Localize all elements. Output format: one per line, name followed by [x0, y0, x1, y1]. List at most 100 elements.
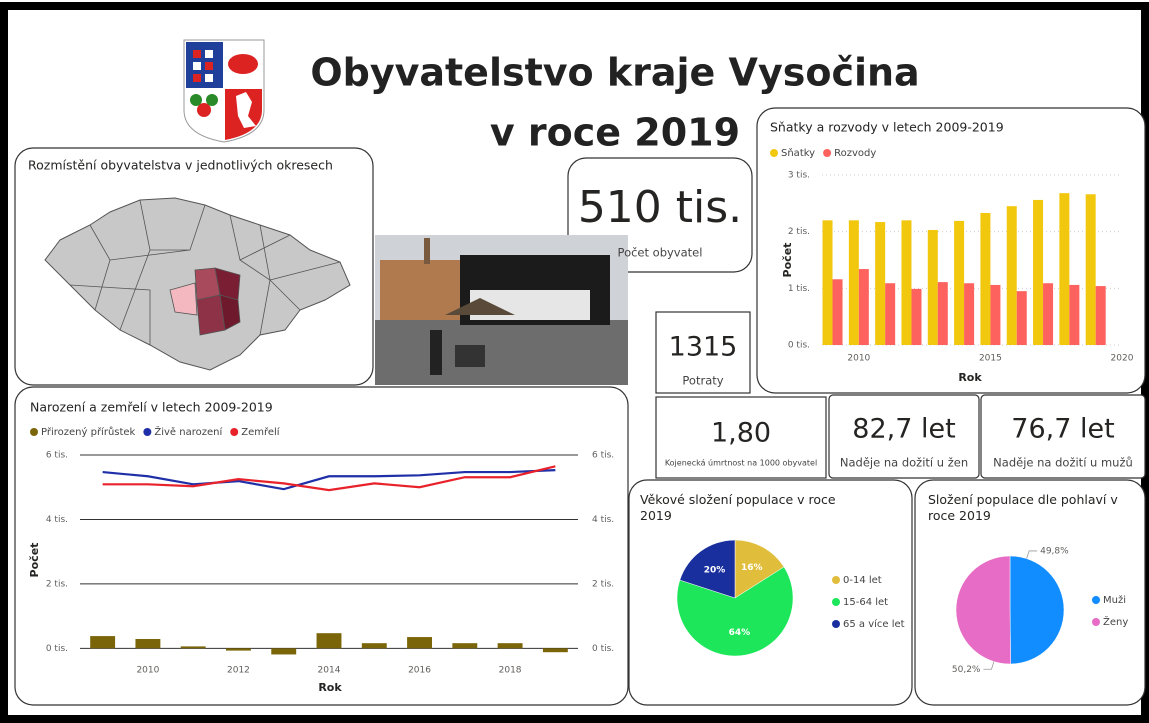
legend-label: 0-14 let	[843, 575, 882, 586]
x-tick-label: 2012	[227, 666, 250, 676]
legend-marker	[823, 149, 832, 157]
photo	[375, 235, 628, 385]
legend-marker	[1092, 618, 1100, 626]
y2-tick-label: 2 tis.	[592, 579, 614, 589]
bar	[1095, 286, 1106, 345]
bar	[901, 220, 912, 345]
data-label: 64%	[729, 628, 751, 638]
x-tick-label: 2018	[499, 666, 522, 676]
bar	[361, 643, 387, 649]
pie-slice	[955, 555, 1011, 665]
x-tick-label: 2010	[136, 666, 159, 676]
kpi-label: Naděje na dožití u mužů	[993, 456, 1133, 470]
y-axis-label: Počet	[781, 243, 794, 278]
legend-label: Ženy	[1103, 615, 1128, 628]
line	[102, 465, 556, 492]
chart-title: Věkové složení populace v roce 2019	[640, 492, 836, 523]
legend-label: Sňatky	[781, 147, 815, 159]
y-axis-label: Počet	[28, 543, 41, 578]
legend-marker	[30, 428, 38, 436]
pie-slice	[1009, 555, 1065, 665]
data-label: 16%	[741, 563, 763, 573]
bar	[848, 220, 859, 345]
bar	[858, 269, 869, 345]
kpi-card	[980, 394, 1146, 479]
bar	[180, 646, 206, 649]
y2-tick-label: 4 tis.	[592, 515, 614, 525]
y-tick-label: 4 tis.	[46, 515, 68, 525]
bar	[990, 284, 1001, 345]
legend-marker	[832, 598, 840, 606]
bar	[875, 222, 886, 345]
kpi-card	[655, 396, 827, 479]
data-label: 49,8%	[1040, 546, 1069, 556]
x-tick-label: 2020	[1111, 354, 1134, 364]
bar	[497, 643, 523, 649]
bar	[980, 212, 991, 345]
legend-label: Rozvody	[834, 148, 876, 159]
bar	[822, 220, 833, 345]
bar	[90, 636, 116, 649]
legend-label: Přirozený přírůstek	[41, 426, 136, 438]
kpi-label: Naděje na dožití u žen	[840, 456, 968, 470]
kpi-value: 510 tis.	[578, 182, 742, 233]
y-tick-label: 2 tis.	[788, 227, 810, 237]
bar	[1033, 199, 1044, 345]
x-axis-label: Rok	[958, 371, 982, 384]
bar	[1043, 283, 1054, 345]
kpi-value: 76,7 let	[1011, 414, 1114, 445]
page-subtitle: v roce 2019	[490, 111, 740, 155]
pie-slice	[734, 539, 785, 599]
bar	[135, 638, 161, 649]
bar	[407, 637, 432, 649]
kpi-label: Kojenecká úmrtnost na 1000 obyvatel	[665, 459, 817, 468]
map	[44, 197, 351, 371]
leader-line	[983, 661, 995, 670]
bar	[316, 633, 342, 649]
bar	[885, 283, 896, 345]
kpi-label: Potraty	[682, 374, 723, 388]
bar	[937, 282, 948, 345]
x-axis-label: Rok	[318, 681, 342, 694]
bar	[1006, 206, 1017, 345]
legend-label: Živě narození	[154, 425, 223, 438]
kpi-value: 82,7 let	[852, 414, 955, 445]
kpi-card	[655, 311, 751, 394]
data-label: 20%	[704, 565, 726, 575]
y-tick-label: 1 tis.	[788, 284, 810, 294]
chart-title: Narození a zemřelí v letech 2009-2019	[30, 400, 273, 415]
bar	[964, 283, 975, 345]
bar	[452, 643, 478, 649]
bar	[1016, 291, 1027, 345]
y2-tick-label: 0 tis.	[592, 644, 614, 654]
bar	[1085, 194, 1096, 345]
bar	[832, 279, 843, 345]
line	[102, 469, 556, 491]
legend-marker	[832, 620, 840, 628]
kpi-value: 1,80	[711, 418, 771, 449]
kpi-card	[828, 394, 980, 479]
y-tick-label: 2 tis.	[46, 579, 68, 589]
x-tick-label: 2014	[318, 666, 341, 676]
bar	[927, 229, 938, 345]
bar	[911, 288, 922, 345]
bar	[1069, 284, 1080, 345]
chart-title: Složení populace dle pohlaví v roce 2019	[928, 492, 1118, 523]
y-tick-label: 0 tis.	[46, 644, 68, 654]
map-title: Rozmístění obyvatelstva v jednotlivých o…	[28, 158, 333, 173]
bar	[1059, 193, 1070, 345]
bar	[542, 648, 568, 653]
legend-label: 65 a více let	[843, 618, 905, 630]
leader-line	[1026, 550, 1038, 559]
x-tick-label: 2016	[408, 666, 431, 676]
y-tick-label: 3 tis.	[788, 171, 810, 181]
legend-label: 15-64 let	[843, 597, 888, 608]
coat-of-arms	[183, 39, 265, 143]
chart-title: Sňatky a rozvody v letech 2009-2019	[770, 120, 1004, 135]
bar	[226, 648, 251, 651]
legend-marker	[143, 428, 152, 436]
kpi-label: Počet obyvatel	[618, 246, 703, 260]
kpi-value: 1315	[669, 332, 738, 363]
bar	[271, 648, 297, 655]
